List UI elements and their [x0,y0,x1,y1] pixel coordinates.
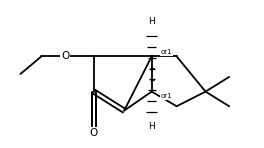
Text: H: H [149,122,155,131]
Text: O: O [90,128,98,138]
Text: H: H [149,17,155,26]
Text: or1: or1 [161,49,172,55]
Text: O: O [61,51,69,61]
Text: or1: or1 [161,93,172,99]
